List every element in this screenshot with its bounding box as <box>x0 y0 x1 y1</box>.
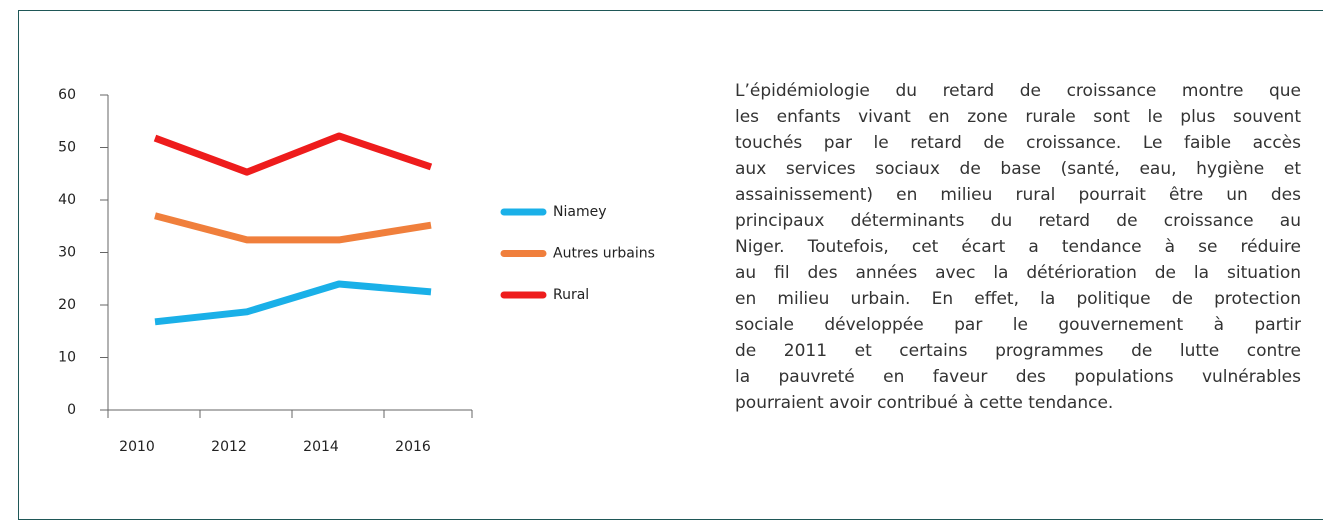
paragraph-line: aux services sociaux de base (santé, eau… <box>735 159 1301 179</box>
paragraph-line: principaux déterminants du retard de cro… <box>735 211 1301 231</box>
y-tick-label: 10 <box>58 350 76 366</box>
series-line <box>154 280 432 326</box>
series-line <box>153 132 433 176</box>
x-tick-label: 2016 <box>395 439 431 455</box>
paragraph: L’épidémiologie du retard de croissance … <box>735 78 1301 416</box>
paragraph-line: au fil des années avec la détérioration … <box>735 263 1301 283</box>
paragraph-line: la pauvreté en faveur des populations vu… <box>735 367 1301 387</box>
x-tick-label: 2012 <box>211 439 247 455</box>
y-tick-label: 0 <box>67 402 76 418</box>
y-tick-label: 20 <box>58 297 76 313</box>
paragraph-line: sociale développée par le gouvernement à… <box>735 315 1301 335</box>
y-tick-label: 40 <box>58 192 76 208</box>
paragraph-line: Niger. Toutefois, cet écart a tendance à… <box>735 237 1301 257</box>
legend-label: Niamey <box>553 204 606 220</box>
x-tick-label: 2014 <box>303 439 339 455</box>
y-tick-label: 50 <box>58 140 76 156</box>
legend-label: Autres urbains <box>553 246 655 262</box>
paragraph-line: les enfants vivant en zone rurale sont l… <box>735 107 1301 127</box>
y-tick-label: 30 <box>58 245 76 261</box>
x-tick-label: 2010 <box>119 439 155 455</box>
legend-label: Rural <box>553 287 589 303</box>
paragraph-line: pourraient avoir contribué à cette tenda… <box>735 393 1114 413</box>
paragraph-line: de 2011 et certains programmes de lutte … <box>735 341 1301 361</box>
paragraph-line: L’épidémiologie du retard de croissance … <box>735 81 1301 101</box>
paragraph-line: en milieu urbain. En effet, la politique… <box>735 289 1301 309</box>
paragraph-line: touchés par le retard de croissance. Le … <box>735 133 1301 153</box>
paragraph-line: assainissement) en milieu rural pourrait… <box>735 185 1301 205</box>
y-tick-label: 60 <box>58 87 76 103</box>
series-line <box>154 212 432 244</box>
